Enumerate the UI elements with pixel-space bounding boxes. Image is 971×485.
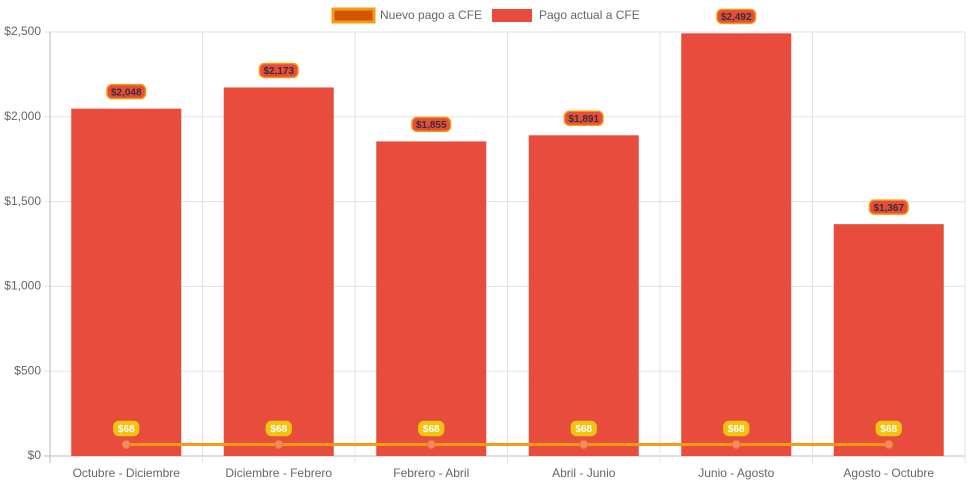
legend-swatch <box>331 7 376 24</box>
data-label: $1,367 <box>873 203 904 214</box>
legend-label: Nuevo pago a CFE <box>380 8 482 22</box>
data-label: $2,048 <box>111 87 142 98</box>
point <box>884 439 894 449</box>
point <box>274 439 284 449</box>
data-label: $2,173 <box>263 66 294 77</box>
y-tick-label: $2,500 <box>4 24 41 38</box>
bar <box>681 33 792 456</box>
data-label-box <box>106 83 147 100</box>
data-label: $68 <box>118 424 135 435</box>
data-label: $68 <box>728 424 745 435</box>
y-tick-label: $1,000 <box>4 279 41 293</box>
data-label-box <box>418 420 445 437</box>
bar <box>376 141 487 456</box>
point <box>121 439 131 449</box>
data-label: $2,492 <box>721 12 752 23</box>
data-label-box <box>868 199 909 215</box>
point <box>731 439 741 449</box>
bar <box>833 224 944 456</box>
bar <box>71 108 182 456</box>
data-label-box <box>411 116 452 133</box>
point <box>426 439 436 449</box>
data-label-box <box>265 420 292 437</box>
x-tick-label: Abril - Junio <box>552 466 616 480</box>
x-tick-label: Diciembre - Febrero <box>225 466 332 480</box>
y-tick-label: $500 <box>14 363 41 377</box>
data-label: $1,855 <box>416 120 447 131</box>
data-label: $68 <box>270 424 287 435</box>
y-tick-label: $2,000 <box>4 109 41 123</box>
bar <box>528 135 639 456</box>
bar <box>223 87 334 456</box>
data-label: $68 <box>423 424 440 435</box>
data-label: $68 <box>880 424 897 435</box>
legend-swatch <box>492 9 532 22</box>
y-tick-label: $0 <box>28 448 42 462</box>
y-tick-label: $1,500 <box>4 194 41 208</box>
x-tick-label: Febrero - Abril <box>393 466 469 480</box>
data-label-box <box>258 62 299 79</box>
x-tick-label: Agosto - Octubre <box>843 466 934 480</box>
data-label-box <box>563 110 604 127</box>
x-tick-label: Junio - Agosto <box>698 466 774 480</box>
legend-label: Pago actual a CFE <box>539 8 640 22</box>
point <box>579 439 589 449</box>
data-label: $68 <box>575 424 592 435</box>
data-label-box <box>875 420 902 437</box>
x-tick-label: Octubre - Diciembre <box>73 466 181 480</box>
data-label-box <box>723 420 750 437</box>
data-label: $1,891 <box>568 114 599 125</box>
data-label-box <box>570 420 597 437</box>
data-label-box <box>113 420 140 437</box>
data-label-box <box>716 8 757 25</box>
